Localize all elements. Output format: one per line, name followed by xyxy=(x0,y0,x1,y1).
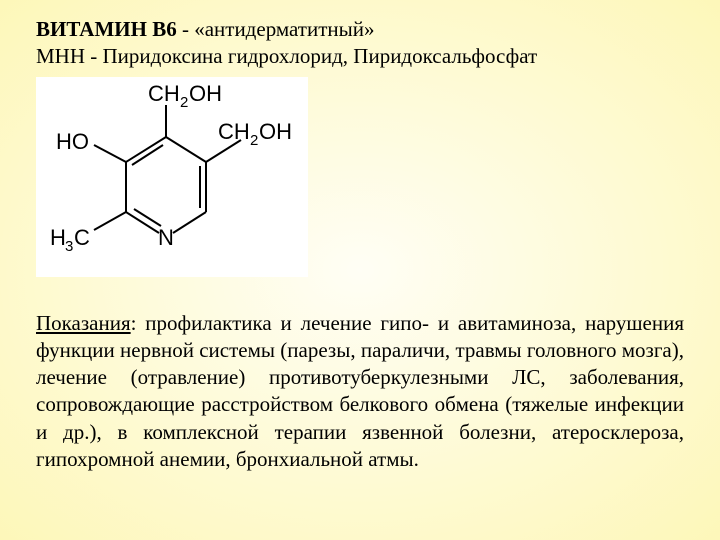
label-ch2oh-right-ch: CH xyxy=(218,119,250,144)
indications-text: : профилактика и лечение гипо- и авитами… xyxy=(36,311,684,471)
label-ch2oh-top-2: 2 xyxy=(180,94,188,111)
title-bold: ВИТАМИН В6 xyxy=(36,17,177,41)
chemical-structure: N HO H 3 C CH 2 OH CH 2 OH xyxy=(36,77,308,277)
label-h3c-c: C xyxy=(74,225,90,250)
label-ch2oh-right-oh: OH xyxy=(259,119,292,144)
indications-paragraph: Показания: профилактика и лечение гипо- … xyxy=(36,310,684,474)
label-ch2oh-top-oh: OH xyxy=(189,81,222,106)
subtitle: МНН - Пиридоксина гидрохлорид, Пиридокса… xyxy=(36,43,684,70)
atom-n: N xyxy=(158,225,174,250)
label-ho: HO xyxy=(56,129,89,154)
label-h3c-3: 3 xyxy=(65,238,73,255)
label-ch2oh-top-ch: CH xyxy=(148,81,180,106)
title-rest: - «антидерматитный» xyxy=(177,17,375,41)
slide-content: ВИТАМИН В6 - «антидерматитный» МНН - Пир… xyxy=(0,0,720,473)
indications-label: Показания xyxy=(36,311,131,335)
structure-svg: N HO H 3 C CH 2 OH CH 2 OH xyxy=(36,77,308,277)
label-h3c-h: H xyxy=(50,225,66,250)
label-ch2oh-right-2: 2 xyxy=(250,132,258,149)
title-line: ВИТАМИН В6 - «антидерматитный» xyxy=(36,16,684,43)
